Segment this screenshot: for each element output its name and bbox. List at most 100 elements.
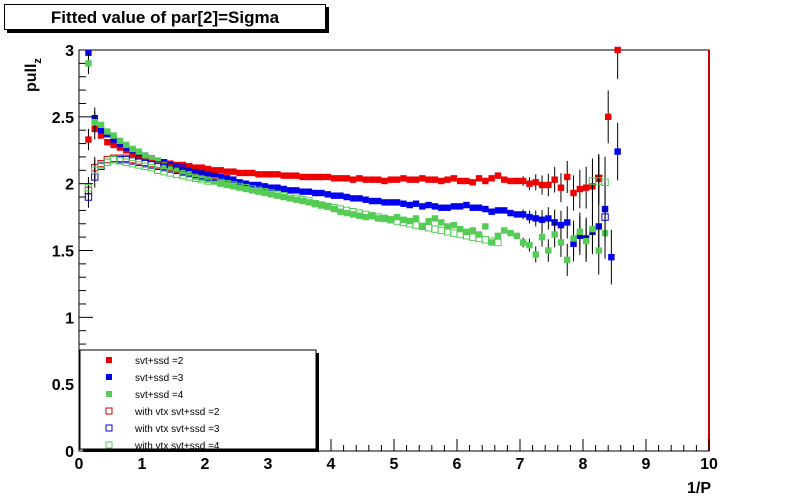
y-tick-label: 3 — [65, 43, 74, 60]
data-point — [419, 223, 426, 230]
data-point — [141, 152, 149, 159]
data-point — [381, 177, 388, 185]
data-point — [312, 189, 319, 197]
data-point — [280, 185, 287, 193]
data-point — [204, 176, 212, 183]
data-point — [368, 212, 376, 219]
data-point — [387, 216, 395, 223]
legend-marker — [106, 391, 112, 397]
data-point — [286, 195, 294, 202]
data-point — [463, 177, 470, 185]
data-point — [116, 144, 124, 151]
data-point — [299, 188, 306, 195]
data-point — [526, 241, 533, 249]
data-point — [614, 46, 621, 54]
data-point — [104, 128, 111, 135]
data-point — [431, 203, 439, 210]
data-point — [488, 175, 495, 182]
data-point — [564, 219, 571, 226]
data-point — [324, 203, 332, 210]
data-point — [91, 166, 99, 175]
data-point — [179, 164, 187, 171]
data-point — [299, 197, 306, 205]
data-point — [444, 176, 451, 183]
x-tick-label: 3 — [264, 456, 273, 473]
data-point — [123, 141, 130, 149]
data-point — [255, 171, 262, 178]
data-point — [312, 173, 319, 181]
data-point — [261, 189, 269, 197]
data-point — [582, 184, 590, 191]
data-point — [494, 232, 502, 239]
data-point — [456, 203, 464, 210]
data-point — [532, 215, 539, 222]
data-point — [513, 232, 521, 239]
data-point — [337, 175, 344, 182]
x-tick-label: 10 — [700, 456, 718, 473]
legend-marker — [105, 424, 113, 432]
data-point — [293, 172, 300, 179]
data-point — [406, 201, 413, 209]
data-point — [198, 169, 206, 177]
data-points — [84, 46, 621, 285]
data-point — [330, 175, 338, 182]
data-point — [475, 231, 483, 238]
data-point — [564, 256, 571, 264]
y-tick-label: 2 — [65, 177, 74, 194]
data-point — [110, 141, 117, 149]
data-point — [198, 175, 206, 182]
data-point — [280, 193, 287, 201]
y-tick-label: 2.5 — [52, 110, 74, 127]
data-point — [135, 148, 143, 155]
x-tick-label: 9 — [642, 456, 651, 473]
data-point — [173, 163, 180, 170]
data-point — [545, 215, 552, 222]
data-point — [450, 175, 458, 182]
data-point — [545, 181, 552, 189]
data-point — [387, 176, 395, 183]
data-point — [236, 169, 243, 177]
data-point — [274, 171, 281, 178]
data-point — [375, 215, 382, 222]
data-point — [469, 227, 476, 234]
data-point — [412, 215, 420, 222]
data-point — [192, 168, 199, 175]
data-point — [519, 211, 527, 218]
data-point — [582, 237, 590, 245]
legend-box — [79, 349, 317, 450]
data-point — [129, 145, 136, 153]
data-point — [519, 239, 527, 246]
data-point — [551, 231, 558, 238]
data-point — [261, 171, 269, 178]
legend-entry-label: svt+ssd =2 — [135, 356, 184, 367]
data-point — [198, 164, 206, 171]
data-point — [475, 175, 483, 182]
data-point — [469, 179, 476, 186]
data-point — [230, 176, 237, 183]
data-point — [318, 173, 325, 181]
data-point — [85, 60, 92, 67]
data-point — [116, 137, 124, 145]
data-point — [393, 213, 401, 221]
data-point — [211, 167, 218, 174]
data-point — [570, 235, 577, 242]
data-point — [349, 176, 357, 183]
data-point — [204, 171, 212, 178]
data-point — [104, 139, 111, 146]
data-point — [576, 228, 584, 235]
data-point — [362, 213, 369, 221]
data-point — [406, 217, 413, 225]
data-point — [173, 167, 180, 174]
data-point — [217, 180, 224, 187]
data-point — [318, 189, 325, 197]
legend-entry-label: with vtx svt+ssd =4 — [134, 441, 220, 452]
data-point — [557, 239, 565, 246]
data-point — [97, 121, 105, 129]
data-point — [293, 187, 300, 194]
axis-ticks: 0 1 2 3 4 5 6 7 8 9 10 0 0.5 1 1.5 2 2.5 3 — [52, 43, 718, 473]
data-point — [406, 176, 413, 183]
data-point — [330, 205, 338, 213]
legend-marker — [105, 407, 113, 415]
data-point — [249, 181, 256, 189]
